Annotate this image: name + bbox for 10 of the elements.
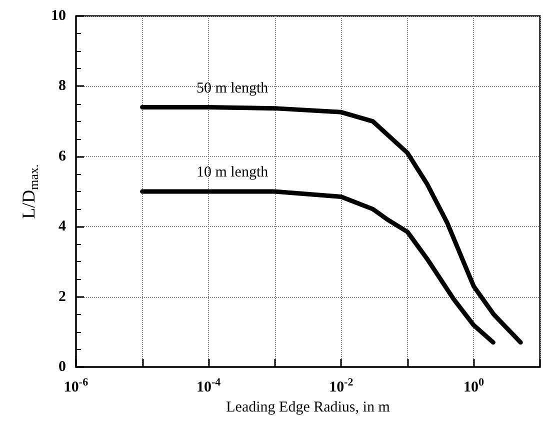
y-tick-label: 4	[58, 218, 66, 235]
y-tick-label: 6	[58, 148, 66, 164]
x-axis-title: Leading Edge Radius, in m	[226, 399, 390, 416]
series-label: 50 m length	[196, 80, 269, 96]
y-tick-label: 2	[58, 288, 66, 305]
y-tick-label: 10	[51, 8, 66, 24]
y-axis-title: L/Dmax.	[18, 164, 41, 219]
series-label: 10 m length	[196, 164, 269, 180]
y-tick-label: 8	[58, 78, 66, 94]
y-tick-label: 0	[58, 359, 66, 375]
